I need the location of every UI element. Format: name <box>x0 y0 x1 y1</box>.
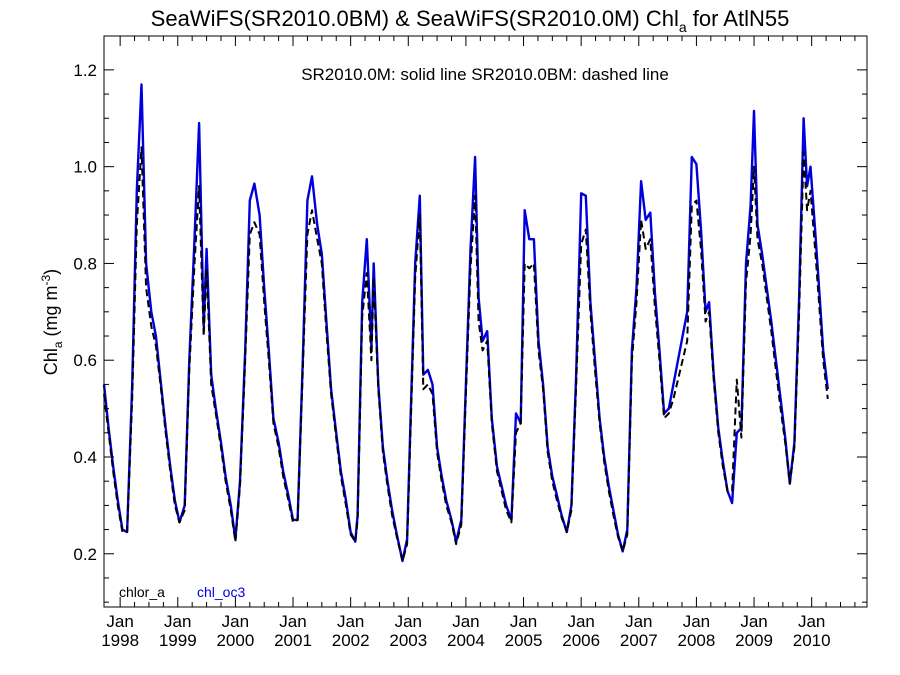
legend: chlor_a chl_oc3 <box>119 584 245 600</box>
y-axis: 0.2 0.4 0.6 0.8 1.0 1.2 <box>73 61 867 603</box>
series-line-solid <box>102 83 829 563</box>
x-tick-month-label: Jan <box>510 612 537 631</box>
x-tick-year-label: 2003 <box>389 631 427 650</box>
x-tick-year-label: 2010 <box>793 631 831 650</box>
x-tick-month-label: Jan <box>222 612 249 631</box>
chart-title: SeaWiFS(SR2010.0BM) & SeaWiFS(SR2010.0M)… <box>151 6 790 35</box>
x-tick-month-label: Jan <box>625 612 652 631</box>
x-tick-month-label: Jan <box>337 612 364 631</box>
x-tick-month-label: Jan <box>567 612 594 631</box>
x-tick-month-label: Jan <box>683 612 710 631</box>
x-tick-month-label: Jan <box>279 612 306 631</box>
legend-item-chlor-a: chlor_a <box>119 584 165 600</box>
x-tick-year-label: 2004 <box>447 631 485 650</box>
y-tick-label: 0.4 <box>73 448 97 467</box>
x-tick-year-label: 2005 <box>505 631 543 650</box>
x-axis: Jan1998Jan1999Jan2000Jan2001Jan2002Jan20… <box>101 36 856 650</box>
x-tick-year-label: 2008 <box>678 631 716 650</box>
plot-frame <box>103 35 868 608</box>
series-layer <box>102 83 829 563</box>
series-line-dashed <box>103 146 829 562</box>
x-tick-year-label: 2009 <box>735 631 773 650</box>
x-tick-month-label: Jan <box>164 612 191 631</box>
line-style-annotation: SR2010.0M: solid line SR2010.0BM: dashed… <box>301 65 669 84</box>
x-tick-month-label: Jan <box>395 612 422 631</box>
y-axis-label: Chla (mg m-3) <box>39 269 65 375</box>
y-tick-label: 1.0 <box>73 158 97 177</box>
x-tick-year-label: 2001 <box>274 631 312 650</box>
x-tick-month-label: Jan <box>798 612 825 631</box>
legend-item-chl-oc3: chl_oc3 <box>197 584 245 600</box>
x-tick-year-label: 2002 <box>332 631 370 650</box>
y-tick-label: 0.8 <box>73 254 97 273</box>
y-tick-label: 1.2 <box>73 61 97 80</box>
x-tick-month-label: Jan <box>106 612 133 631</box>
x-tick-year-label: 1998 <box>101 631 139 650</box>
x-tick-year-label: 2007 <box>620 631 658 650</box>
y-tick-label: 0.2 <box>73 545 97 564</box>
x-tick-year-label: 1999 <box>159 631 197 650</box>
y-tick-label: 0.6 <box>73 351 97 370</box>
x-tick-year-label: 2006 <box>562 631 600 650</box>
x-tick-month-label: Jan <box>740 612 767 631</box>
x-tick-month-label: Jan <box>452 612 479 631</box>
x-tick-year-label: 2000 <box>216 631 254 650</box>
